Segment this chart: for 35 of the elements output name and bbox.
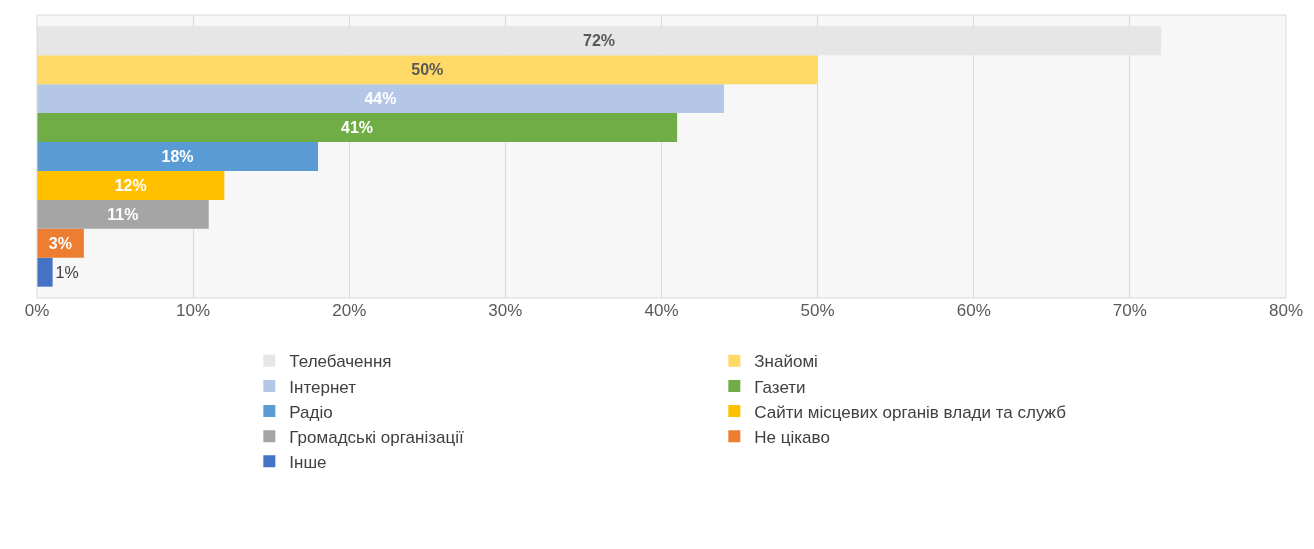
data-label: 50%: [411, 61, 444, 79]
data-label: 18%: [161, 148, 194, 165]
x-tick-label: 30%: [488, 301, 523, 320]
legend-label: Не цікаво: [754, 427, 830, 447]
data-label: 1%: [55, 263, 79, 281]
legend-label: Газети: [754, 377, 806, 397]
legend-label: Радіо: [289, 402, 333, 422]
data-label: 41%: [341, 119, 374, 137]
legend-label: Телебачення: [289, 352, 392, 372]
legend-label: Знайомі: [754, 352, 818, 372]
x-tick-label: 50%: [800, 301, 835, 320]
x-tick-label: 70%: [1112, 301, 1147, 320]
legend-label: Інше: [289, 452, 327, 472]
bar: [37, 55, 818, 85]
data-label: 3%: [48, 234, 72, 252]
legend-label: Інтернет: [289, 377, 357, 397]
bar: [37, 142, 319, 171]
x-tick-label: 0%: [24, 301, 50, 320]
bar: [37, 170, 225, 200]
x-tick-label: 20%: [332, 301, 367, 320]
legend-label: Сайти місцевих органів влади та служб: [754, 402, 1067, 422]
x-tick-label: 40%: [644, 301, 679, 320]
bar: [37, 113, 678, 143]
x-tick-label: 80%: [1268, 301, 1304, 320]
data-label: 72%: [583, 32, 616, 50]
bar: [37, 84, 724, 114]
data-label: 11%: [107, 205, 139, 223]
data-label: 44%: [364, 90, 397, 108]
bar: [37, 26, 1162, 56]
x-tick-label: 60%: [956, 301, 991, 320]
bar: [37, 257, 53, 287]
legend-label: Громадські організації: [289, 427, 464, 447]
data-label: 12%: [114, 176, 147, 194]
bar: [37, 199, 209, 229]
x-tick-label: 10%: [176, 301, 211, 320]
